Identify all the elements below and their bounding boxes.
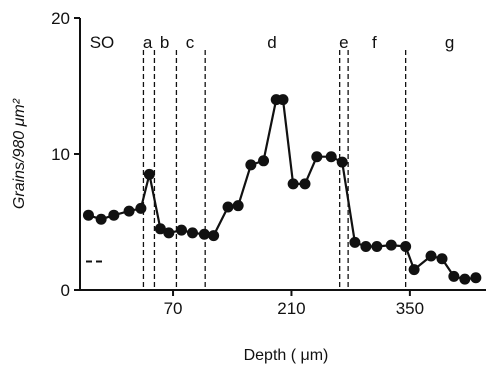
region-label-e: e [339, 33, 348, 52]
data-point [425, 250, 437, 262]
data-point [154, 223, 166, 235]
data-point [123, 205, 135, 217]
x-tick-label-70: 70 [164, 299, 183, 318]
data-point [163, 227, 175, 239]
axes [79, 18, 486, 291]
region-dividers [142, 50, 407, 290]
data-point [360, 240, 372, 252]
y-axis-title: Grains/980 μm² [11, 98, 28, 209]
region-label-c: c [186, 33, 195, 52]
region-label-SO: SO [90, 33, 115, 52]
region-label-a: a [143, 33, 153, 52]
data-points [82, 94, 482, 285]
data-point [176, 224, 187, 236]
data-point [232, 200, 244, 212]
region-label-d: d [267, 33, 276, 52]
data-point [436, 253, 448, 265]
data-point [258, 155, 270, 167]
region-label-f: f [372, 33, 377, 52]
data-point [371, 240, 383, 252]
data-point [222, 201, 234, 213]
data-point [198, 228, 210, 240]
data-point [470, 272, 482, 284]
data-point [186, 227, 198, 239]
x-axis-title: Depth ( μm) [244, 347, 329, 364]
data-point [336, 156, 348, 168]
y-tick-label-20: 20 [51, 9, 70, 28]
data-point [135, 202, 147, 214]
region-label-g: g [445, 33, 454, 52]
data-point [95, 213, 107, 225]
data-point [208, 230, 220, 242]
data-point [448, 270, 460, 282]
region-label-b: b [160, 33, 169, 52]
series-line-group [88, 98, 476, 281]
axis-ticks: 0 10 20 70 210 350 [51, 9, 424, 318]
x-tick-label-210: 210 [277, 299, 305, 318]
data-point [108, 209, 120, 221]
data-point [299, 178, 311, 190]
data-point [408, 264, 420, 276]
data-point [325, 151, 337, 163]
data-point [385, 239, 397, 251]
x-tick-label-350: 350 [396, 299, 424, 318]
data-point [400, 240, 412, 252]
series-line [88, 98, 476, 281]
y-tick-label-10: 10 [51, 145, 70, 164]
region-labels: SO a b c d e f g [90, 33, 455, 52]
data-point [311, 151, 323, 163]
data-point [459, 273, 471, 285]
data-point [143, 168, 155, 180]
data-point [349, 236, 361, 248]
data-point [245, 159, 257, 171]
data-point [287, 178, 299, 190]
data-point [82, 209, 94, 221]
y-tick-label-0: 0 [61, 281, 70, 300]
data-point [277, 94, 289, 106]
